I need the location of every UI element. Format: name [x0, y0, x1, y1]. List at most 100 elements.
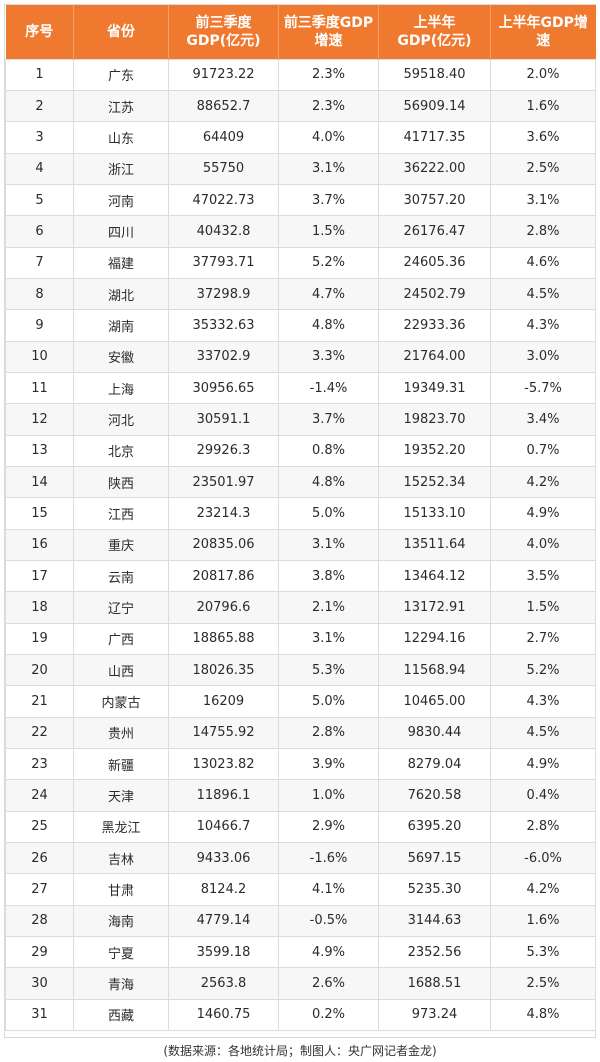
cell-h1-gdp: 56909.14	[378, 89, 491, 123]
cell-province: 贵州	[73, 716, 169, 750]
table-row: 10 安徽 33702.9 3.3% 21764.00 3.0%	[5, 340, 596, 373]
cell-index: 28	[5, 904, 74, 938]
cell-h1-growth: 3.5%	[490, 559, 596, 593]
cell-h1-growth: 0.4%	[490, 779, 596, 812]
cell-q3-growth: 2.3%	[278, 58, 379, 91]
cell-province: 浙江	[73, 152, 169, 185]
cell-q3-growth: 4.9%	[278, 936, 379, 969]
table-row: 21 内蒙古 16209 5.0% 10465.00 4.3%	[5, 685, 596, 718]
cell-h1-growth: 5.3%	[490, 936, 596, 969]
cell-q3-growth: 3.7%	[278, 403, 379, 436]
cell-h1-gdp: 24502.79	[378, 277, 491, 311]
cell-q3-growth: 5.0%	[278, 497, 379, 530]
table-row: 8 湖北 37298.9 4.7% 24502.79 4.5%	[5, 277, 596, 311]
table-row: 23 新疆 13023.82 3.9% 8279.04 4.9%	[5, 748, 596, 781]
cell-province: 河南	[73, 183, 169, 217]
cell-province: 河北	[73, 403, 169, 436]
cell-index: 25	[5, 810, 74, 844]
source-note: (数据来源：各地统计局；制图人：央广网记者金龙)	[163, 1044, 437, 1058]
cell-index: 15	[5, 497, 74, 530]
table-row: 4 浙江 55750 3.1% 36222.00 2.5%	[5, 152, 596, 185]
cell-province: 上海	[73, 371, 169, 405]
cell-h1-growth: 2.8%	[490, 810, 596, 844]
table-row: 13 北京 29926.3 0.8% 19352.20 0.7%	[5, 434, 596, 467]
cell-h1-growth: 4.3%	[490, 309, 596, 342]
cell-q3-gdp: 64409	[168, 121, 279, 154]
cell-q3-gdp: 2563.8	[168, 967, 279, 1000]
cell-q3-growth: 3.7%	[278, 183, 379, 217]
cell-q3-gdp: 91723.22	[168, 58, 279, 91]
cell-q3-gdp: 3599.18	[168, 936, 279, 969]
cell-q3-gdp: 13023.82	[168, 748, 279, 781]
cell-province: 山西	[73, 654, 169, 687]
cell-q3-gdp: 20796.6	[168, 591, 279, 624]
cell-q3-growth: 3.1%	[278, 528, 379, 562]
table-row: 16 重庆 20835.06 3.1% 13511.64 4.0%	[5, 528, 596, 562]
cell-h1-gdp: 19823.70	[378, 403, 491, 436]
cell-q3-growth: 0.2%	[278, 998, 379, 1032]
cell-province: 天津	[73, 779, 169, 812]
cell-index: 16	[5, 528, 74, 562]
cell-q3-gdp: 47022.73	[168, 183, 279, 217]
table-row: 26 吉林 9433.06 -1.6% 5697.15 -6.0%	[5, 842, 596, 875]
table-row: 18 辽宁 20796.6 2.1% 13172.91 1.5%	[5, 591, 596, 624]
cell-q3-growth: 2.8%	[278, 716, 379, 750]
cell-h1-gdp: 22933.36	[378, 309, 491, 342]
table-row: 22 贵州 14755.92 2.8% 9830.44 4.5%	[5, 716, 596, 750]
cell-province: 西藏	[73, 998, 169, 1032]
cell-q3-gdp: 18865.88	[168, 622, 279, 656]
cell-h1-growth: 4.9%	[490, 497, 596, 530]
cell-q3-growth: 5.2%	[278, 246, 379, 279]
cell-province: 新疆	[73, 748, 169, 781]
table-row: 11 上海 30956.65 -1.4% 19349.31 -5.7%	[5, 371, 596, 405]
cell-h1-gdp: 15133.10	[378, 497, 491, 530]
table-row: 17 云南 20817.86 3.8% 13464.12 3.5%	[5, 559, 596, 593]
cell-q3-growth: 5.3%	[278, 654, 379, 687]
cell-h1-growth: -5.7%	[490, 371, 596, 405]
header-q3-gdp: 前三季度 GDP(亿元)	[168, 5, 279, 59]
table-row: 31 西藏 1460.75 0.2% 973.24 4.8%	[5, 998, 596, 1032]
cell-q3-gdp: 14755.92	[168, 716, 279, 750]
cell-h1-gdp: 13172.91	[378, 591, 491, 624]
cell-h1-growth: 4.5%	[490, 716, 596, 750]
header-province: 省份	[73, 5, 169, 59]
cell-h1-growth: 4.0%	[490, 528, 596, 562]
cell-q3-growth: 4.0%	[278, 121, 379, 154]
cell-q3-gdp: 8124.2	[168, 873, 279, 906]
cell-province: 江西	[73, 497, 169, 530]
table-row: 25 黑龙江 10466.7 2.9% 6395.20 2.8%	[5, 810, 596, 844]
table-row: 1 广东 91723.22 2.3% 59518.40 2.0%	[5, 58, 596, 91]
cell-q3-gdp: 29926.3	[168, 434, 279, 467]
cell-h1-gdp: 11568.94	[378, 654, 491, 687]
cell-h1-gdp: 12294.16	[378, 622, 491, 656]
table-row: 5 河南 47022.73 3.7% 30757.20 3.1%	[5, 183, 596, 217]
cell-h1-gdp: 13511.64	[378, 528, 491, 562]
cell-q3-growth: -1.6%	[278, 842, 379, 875]
cell-province: 安徽	[73, 340, 169, 373]
cell-province: 内蒙古	[73, 685, 169, 718]
cell-q3-gdp: 20835.06	[168, 528, 279, 562]
cell-province: 吉林	[73, 842, 169, 875]
cell-h1-gdp: 9830.44	[378, 716, 491, 750]
table-row: 12 河北 30591.1 3.7% 19823.70 3.4%	[5, 403, 596, 436]
cell-province: 广西	[73, 622, 169, 656]
cell-q3-gdp: 88652.7	[168, 89, 279, 123]
table-row: 14 陕西 23501.97 4.8% 15252.34 4.2%	[5, 465, 596, 499]
cell-q3-gdp: 55750	[168, 152, 279, 185]
header-index: 序号	[5, 5, 74, 59]
cell-index: 12	[5, 403, 74, 436]
cell-province: 山东	[73, 121, 169, 154]
cell-q3-gdp: 30591.1	[168, 403, 279, 436]
cell-q3-growth: 4.1%	[278, 873, 379, 906]
cell-h1-growth: 4.9%	[490, 748, 596, 781]
cell-province: 重庆	[73, 528, 169, 562]
cell-h1-gdp: 10465.00	[378, 685, 491, 718]
table-row: 7 福建 37793.71 5.2% 24605.36 4.6%	[5, 246, 596, 279]
cell-index: 29	[5, 936, 74, 969]
cell-q3-gdp: 40432.8	[168, 215, 279, 248]
table-row: 6 四川 40432.8 1.5% 26176.47 2.8%	[5, 215, 596, 248]
cell-province: 青海	[73, 967, 169, 1000]
cell-h1-gdp: 59518.40	[378, 58, 491, 91]
cell-q3-growth: 4.8%	[278, 465, 379, 499]
